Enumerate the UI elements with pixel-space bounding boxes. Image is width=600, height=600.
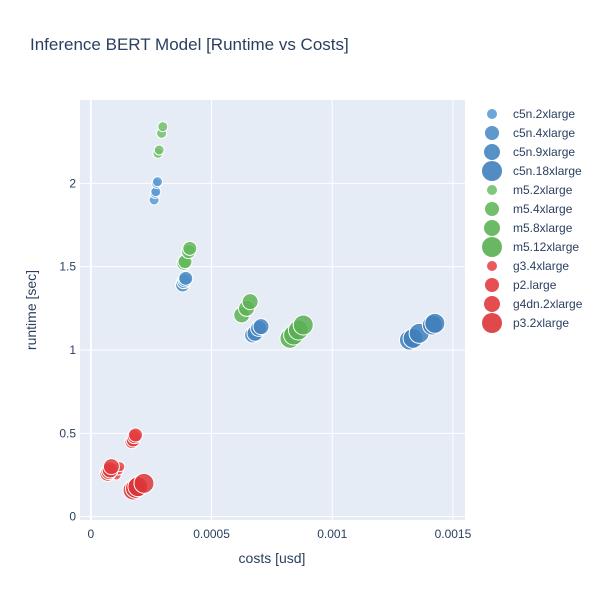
data-point[interactable] <box>252 318 270 336</box>
legend-marker <box>487 109 497 119</box>
y-tick-label: 2 <box>69 176 76 190</box>
data-points <box>99 121 446 501</box>
legend-marker <box>487 185 497 195</box>
x-tick-label: 0.0015 <box>435 527 472 541</box>
data-point[interactable] <box>133 472 155 494</box>
data-point[interactable] <box>178 270 194 286</box>
legend-item[interactable]: m5.2xlarge <box>487 183 573 197</box>
y-tick-label: 0.5 <box>59 426 76 440</box>
legend-marker <box>485 202 499 216</box>
legend-item[interactable]: c5n.2xlarge <box>487 107 575 121</box>
data-point[interactable] <box>241 293 259 311</box>
gridlines <box>80 100 465 520</box>
data-point[interactable] <box>157 121 169 133</box>
legend-marker <box>482 313 502 333</box>
y-tick-label: 1.5 <box>59 260 76 274</box>
series-c5n.2xlarge <box>148 176 163 206</box>
legend-item[interactable]: m5.4xlarge <box>485 202 573 216</box>
legend-label: c5n.9xlarge <box>513 145 575 159</box>
legend-label: p3.2xlarge <box>513 316 569 330</box>
legend-label: c5n.4xlarge <box>513 126 575 140</box>
legend-item[interactable]: c5n.4xlarge <box>485 126 575 140</box>
x-tick-label: 0.0005 <box>193 527 230 541</box>
series-p2.large <box>124 427 144 450</box>
series-m5.2xlarge <box>152 121 169 159</box>
legend-label: m5.2xlarge <box>513 183 573 197</box>
data-point[interactable] <box>102 458 120 476</box>
legend[interactable]: c5n.2xlarge c5n.4xlarge c5n.9xlarge c5n.18x… <box>482 107 583 333</box>
legend-marker <box>484 296 500 312</box>
chart-title: Inference BERT Model [Runtime vs Costs] <box>30 35 349 54</box>
series-m5.8xlarge <box>233 293 259 324</box>
legend-label: g4dn.2xlarge <box>513 297 583 311</box>
legend-label: m5.4xlarge <box>513 202 573 216</box>
legend-label: m5.8xlarge <box>513 221 573 235</box>
data-point[interactable] <box>128 427 144 443</box>
legend-item[interactable]: m5.8xlarge <box>484 220 573 236</box>
x-tick-label: 0.001 <box>317 527 347 541</box>
legend-item[interactable]: p3.2xlarge <box>482 313 569 333</box>
x-axis-title: costs [usd] <box>239 550 306 566</box>
legend-item[interactable]: c5n.18xlarge <box>482 161 582 181</box>
data-point[interactable] <box>153 144 165 156</box>
legend-label: c5n.18xlarge <box>513 164 582 178</box>
legend-label: c5n.2xlarge <box>513 107 575 121</box>
y-tick-labels: 0 0.5 1 1.5 2 <box>59 176 76 523</box>
data-point[interactable] <box>151 176 163 188</box>
legend-marker <box>485 278 499 292</box>
data-point[interactable] <box>182 240 198 256</box>
series-m5.12xlarge <box>279 314 314 349</box>
legend-item[interactable]: p2.large <box>485 278 557 292</box>
data-point[interactable] <box>424 312 446 334</box>
legend-item[interactable]: c5n.9xlarge <box>484 144 575 160</box>
legend-item[interactable]: m5.12xlarge <box>482 237 579 257</box>
series-c5n.4xlarge <box>175 270 194 293</box>
legend-marker <box>484 220 500 236</box>
plot-background <box>80 100 465 520</box>
series-m5.4xlarge <box>176 240 198 271</box>
legend-marker <box>482 161 502 181</box>
data-point[interactable] <box>292 314 314 336</box>
legend-marker <box>482 237 502 257</box>
y-tick-label: 0 <box>69 510 76 524</box>
legend-item[interactable]: g3.4xlarge <box>487 259 569 273</box>
series-p3.2xlarge <box>122 472 155 501</box>
series-c5n.9xlarge <box>244 318 270 344</box>
series-c5n.18xlarge <box>398 312 446 351</box>
legend-label: m5.12xlarge <box>513 240 579 254</box>
x-tick-label: 0 <box>88 527 95 541</box>
legend-label: g3.4xlarge <box>513 259 569 273</box>
y-tick-label: 1 <box>69 343 76 357</box>
series-g4dn.2xlarge <box>99 458 120 482</box>
legend-marker <box>485 126 499 140</box>
legend-label: p2.large <box>513 278 557 292</box>
x-tick-labels: 0 0.0005 0.001 0.0015 <box>88 527 472 541</box>
legend-marker <box>484 144 500 160</box>
y-axis-title: runtime [sec] <box>23 270 39 350</box>
legend-marker <box>487 261 497 271</box>
legend-item[interactable]: g4dn.2xlarge <box>484 296 583 312</box>
